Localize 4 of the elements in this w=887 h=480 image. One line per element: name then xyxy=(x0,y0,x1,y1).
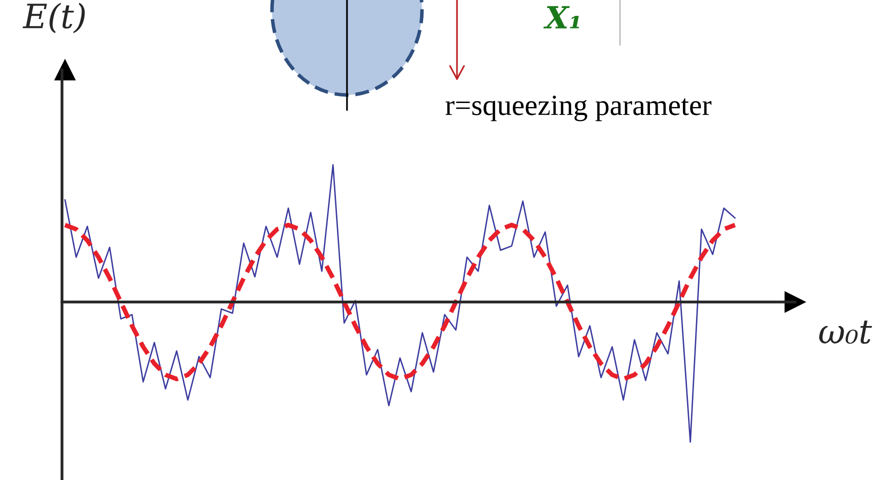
x-axis-title: ω₀t xyxy=(819,320,872,344)
text: r=squeezing parameter xyxy=(446,96,712,122)
y-axis-title: E(t) xyxy=(22,2,85,34)
text: X₁ xyxy=(543,6,580,28)
